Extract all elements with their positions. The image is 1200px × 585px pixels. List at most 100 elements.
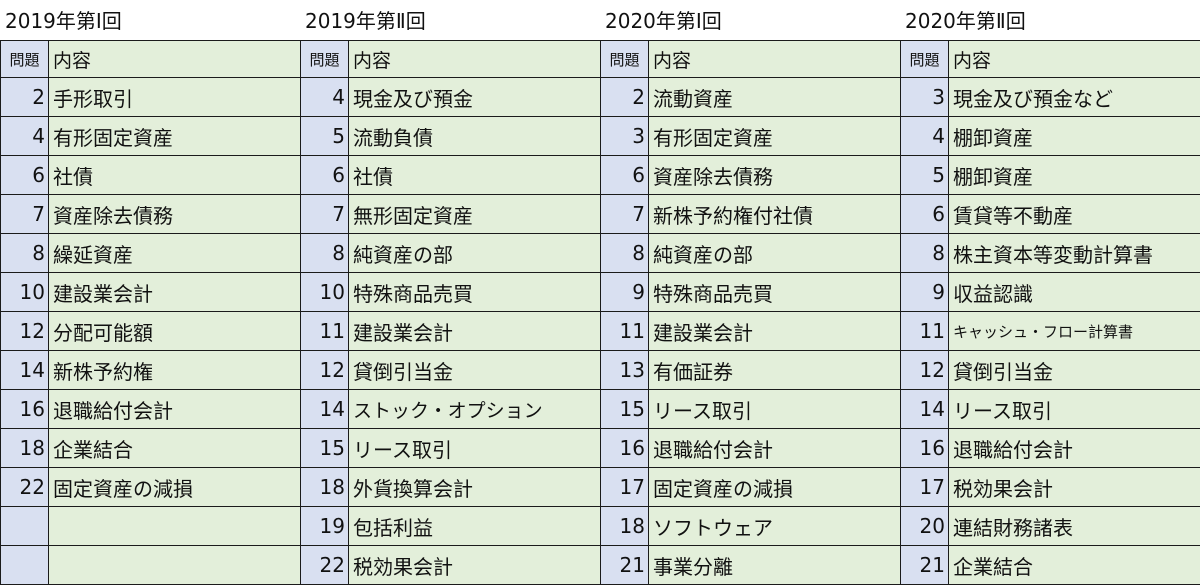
- header-content: 内容: [649, 41, 901, 78]
- problem-topic: 新株予約権: [49, 351, 301, 390]
- problem-number: 18: [301, 468, 349, 507]
- problem-topic: 有形固定資産: [49, 117, 301, 156]
- problem-number: 6: [601, 156, 649, 195]
- problem-topic: 有形固定資産: [649, 117, 901, 156]
- problem-number: 14: [301, 390, 349, 429]
- header-content: 内容: [49, 41, 301, 78]
- problem-topic: 固定資産の減損: [49, 468, 301, 507]
- problem-number: 3: [601, 117, 649, 156]
- problem-topic: リース取引: [949, 390, 1200, 429]
- header-problem-number: 問題: [601, 41, 649, 78]
- problem-number: 7: [301, 195, 349, 234]
- problem-number: 8: [1, 234, 49, 273]
- problem-number: [1, 507, 49, 546]
- problem-topic: 流動負債: [349, 117, 601, 156]
- problem-number: 4: [301, 78, 349, 117]
- problem-topic: 税効果会計: [949, 468, 1200, 507]
- problem-topic: 建設業会計: [649, 312, 901, 351]
- problem-number: 17: [901, 468, 949, 507]
- problem-topic: 純資産の部: [649, 234, 901, 273]
- problem-number: 4: [1, 117, 49, 156]
- problem-topic: 現金及び預金など: [949, 78, 1200, 117]
- problem-topic: 棚卸資産: [949, 117, 1200, 156]
- problem-number: 14: [1, 351, 49, 390]
- problem-topic: 退職給付会計: [649, 429, 901, 468]
- problem-topic: 無形固定資産: [349, 195, 601, 234]
- problem-number: 13: [601, 351, 649, 390]
- header-problem-number: 問題: [1, 41, 49, 78]
- problem-number: 4: [901, 117, 949, 156]
- problem-number: 8: [301, 234, 349, 273]
- problem-topic: 棚卸資産: [949, 156, 1200, 195]
- problem-number: 9: [901, 273, 949, 312]
- problem-number: 8: [901, 234, 949, 273]
- problem-topic: 社債: [349, 156, 601, 195]
- problem-topic: 特殊商品売買: [649, 273, 901, 312]
- problem-topic: 企業結合: [49, 429, 301, 468]
- problem-topic: 流動資産: [649, 78, 901, 117]
- problem-topic: 繰延資産: [49, 234, 301, 273]
- problem-number: 6: [301, 156, 349, 195]
- problem-topic: 収益認識: [949, 273, 1200, 312]
- problem-topic: 有価証券: [649, 351, 901, 390]
- problem-topic: ソフトウェア: [649, 507, 901, 546]
- problem-number: 18: [601, 507, 649, 546]
- problem-number: 19: [301, 507, 349, 546]
- problem-number: 20: [901, 507, 949, 546]
- problem-number: 7: [601, 195, 649, 234]
- table-row: [1, 507, 301, 546]
- problem-number: 15: [301, 429, 349, 468]
- header-problem-number: 問題: [901, 41, 949, 78]
- problem-topic: 貸倒引当金: [349, 351, 601, 390]
- problem-number: 8: [601, 234, 649, 273]
- problem-number: 2: [601, 78, 649, 117]
- problem-number: 18: [1, 429, 49, 468]
- problem-topic: 固定資産の減損: [649, 468, 901, 507]
- problem-topic: 資産除去債務: [649, 156, 901, 195]
- problem-number: 16: [901, 429, 949, 468]
- problem-topic: 建設業会計: [349, 312, 601, 351]
- problem-topic: キャッシュ・フロー計算書: [949, 312, 1200, 351]
- problem-number: 9: [601, 273, 649, 312]
- problem-topic: 分配可能額: [49, 312, 301, 351]
- problem-topic: 社債: [49, 156, 301, 195]
- problem-number: 5: [301, 117, 349, 156]
- problem-topic: 包括利益: [349, 507, 601, 546]
- problem-topic: 外貨換算会計: [349, 468, 601, 507]
